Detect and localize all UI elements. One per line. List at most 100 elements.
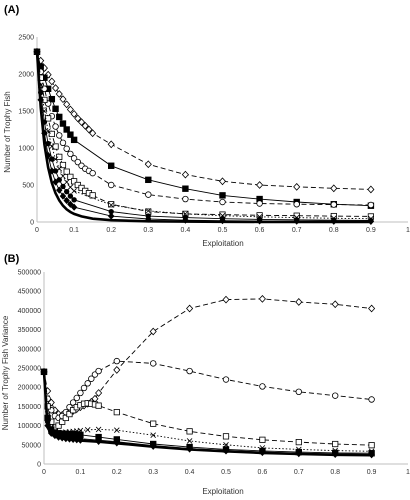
panel-a-point-circle (145, 191, 152, 198)
panel-a-point-circle (219, 198, 226, 206)
panel-a-point-filled-square (52, 105, 59, 112)
panel-b-series-line-2 (43, 360, 372, 419)
panel-a: (A) Number of Trophy Fish Exploitation 0… (3, 4, 410, 248)
panel-a-y-ticks: 0 500 1000 1500 2000 2500 (18, 35, 34, 227)
panel-a-point-diamond (144, 160, 152, 169)
panel-a-point-circle (59, 139, 67, 147)
panel-a-point-filled-square (63, 126, 70, 133)
panel-a-point-diamond (66, 105, 74, 114)
panel-b-point-x (150, 432, 156, 438)
panel-b-point-square (66, 410, 73, 418)
panel-a-point-x (145, 208, 152, 214)
panel-b-point-square (95, 402, 102, 409)
panel-a-point-diamond (63, 100, 71, 109)
panel-b-point-square (55, 422, 62, 429)
panel-a-x-axis-title: Exploitation (202, 239, 243, 248)
panel-b-point-square (62, 414, 69, 422)
panel-b-point-diamond (149, 327, 157, 336)
panel-b-point-square (222, 433, 230, 440)
panel-a-point-filled-diamond (70, 203, 78, 211)
panel-b-y-tick-label: 400000 (18, 308, 41, 315)
panel-a-point-circle (74, 158, 82, 166)
panel-a-point-circle (89, 169, 96, 177)
panel-a-point-diamond (181, 170, 189, 179)
panel-a-point-square (63, 168, 70, 175)
panel-b-x-tick-label: 0.1 (76, 469, 86, 476)
panel-a-point-filled-square (145, 176, 152, 184)
panel-a-point-filled-square (182, 185, 189, 192)
panel-b-point-diamond (95, 389, 103, 397)
panel-b-point-circle (77, 389, 84, 397)
panel-a-point-square (71, 178, 78, 185)
panel-a-point-square (52, 143, 59, 150)
panel-a-point-circle (256, 200, 263, 207)
panel-a-point-filled-square (219, 192, 226, 199)
panel-b-point-circle (222, 376, 230, 383)
panel-a-x-tick-label: 0.3 (143, 227, 153, 234)
panel-a-x-tick-label: 0.6 (255, 227, 265, 234)
panel-a-series (33, 47, 375, 226)
panel-b-point-diamond (222, 295, 230, 304)
panel-a-point-diamond (70, 110, 78, 118)
panel-a-x-tick-label: 0.1 (69, 227, 79, 234)
panel-b-point-square (332, 440, 339, 448)
panel-a-point-x (60, 173, 66, 179)
panel-a-point-x (71, 188, 77, 194)
panel-a-point-filled-square (70, 136, 78, 144)
panel-a-point-square (59, 161, 67, 169)
panel-a-point-square (89, 192, 96, 199)
panel-b-point-circle (80, 384, 88, 392)
panel-a-point-filled-diamond (59, 192, 67, 200)
panel-a-point-diamond (52, 84, 60, 92)
panel-a-label: (A) (4, 4, 20, 16)
panel-a-point-diamond (367, 185, 375, 194)
panel-a-point-diamond (256, 181, 264, 189)
panel-a-x-tick-label: 0.4 (181, 227, 191, 234)
panel-b-point-square (295, 439, 302, 446)
panel-a-y-axis-title: Number of Trophy Fish (3, 91, 12, 172)
panel-b-point-square (59, 418, 66, 425)
panel-a-point-x (108, 202, 114, 208)
panel-b-x-tick-label: 0.6 (258, 469, 268, 476)
panel-a-point-filled-square (67, 131, 74, 138)
panel-a-point-filled-circle (63, 188, 70, 195)
panel-a-y-tick-label: 500 (22, 183, 34, 190)
panel-b-y-tick-label: 450000 (18, 289, 41, 296)
panel-b-x-tick-label: 0.7 (294, 469, 304, 476)
panel-b-point-square (113, 409, 120, 416)
panel-a-point-filled-diamond (52, 178, 59, 186)
panel-a-point-circle (107, 181, 115, 189)
panel-a-point-diamond (293, 182, 301, 191)
panel-a-point-circle (330, 201, 337, 208)
panel-b-y-tick-label: 200000 (18, 385, 41, 392)
panel-a-point-circle (56, 132, 63, 139)
panel-b-series-line-3 (43, 371, 372, 446)
panel-b-point-square (259, 436, 266, 443)
panel-b-y-axis-title: Number of Trophy Fish Variance (1, 315, 10, 430)
panel-a-point-filled-diamond (56, 186, 63, 194)
panel-a-point-circle (67, 150, 74, 158)
panel-a-point-filled-circle (67, 193, 74, 199)
panel-b-point-circle (73, 394, 80, 402)
panel-b-point-diamond (368, 304, 376, 313)
panel-b-x-tick-label: 0.2 (112, 469, 122, 476)
panel-a-point-filled-circle (56, 177, 62, 183)
panel-a-point-diamond (218, 177, 227, 186)
panel-b-point-square (150, 420, 157, 427)
panel-b-point-circle (84, 380, 91, 387)
panel-b-y-tick-label: 0 (37, 462, 41, 469)
panel-a-point-diamond (48, 77, 56, 86)
panel-b-point-x (186, 438, 193, 444)
panel-b-point-square (186, 428, 193, 435)
panel-b-point-x (114, 427, 120, 433)
panel-b-point-diamond (295, 298, 303, 306)
panel-a-x-tick-label: 0 (35, 227, 39, 234)
panel-b-point-circle (259, 383, 266, 390)
panel-b: (B) Number of Trophy Fish Variance Explo… (1, 253, 410, 496)
panel-a-series-line-8 (35, 51, 371, 224)
panel-a-point-filled-square (48, 95, 56, 103)
panel-b-point-circle (149, 360, 157, 367)
panel-a-point-square (48, 130, 55, 138)
panel-b-x-axis-title: Exploitation (202, 487, 243, 496)
